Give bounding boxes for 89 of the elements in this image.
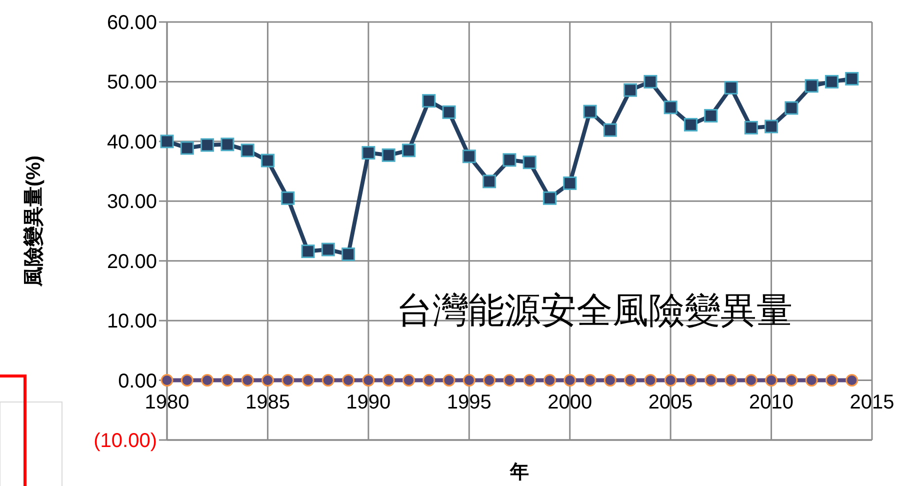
point xyxy=(804,79,818,93)
point xyxy=(322,374,334,387)
point xyxy=(825,374,838,387)
x-tick-label: 1980 xyxy=(144,391,190,414)
point xyxy=(483,374,496,387)
point xyxy=(321,242,335,256)
point xyxy=(180,141,194,155)
point xyxy=(522,156,536,170)
point xyxy=(422,374,436,387)
point xyxy=(362,146,376,160)
point xyxy=(382,374,395,387)
point xyxy=(744,120,758,134)
point xyxy=(624,374,637,387)
x-tick-label: 1995 xyxy=(446,391,492,414)
point xyxy=(785,374,798,387)
x-axis-title: 年 xyxy=(509,462,529,483)
point xyxy=(422,94,436,108)
point xyxy=(604,374,616,387)
point xyxy=(644,74,658,88)
point xyxy=(442,374,456,387)
point xyxy=(805,374,818,387)
point xyxy=(282,374,294,387)
point xyxy=(382,148,396,162)
point xyxy=(503,374,516,387)
x-tick-label: 2000 xyxy=(548,391,592,414)
point xyxy=(200,138,214,152)
point xyxy=(764,120,778,134)
point xyxy=(221,374,234,387)
y-axis-title: 風險變異量(%) xyxy=(22,155,45,288)
x-tick-label: 1985 xyxy=(245,391,290,414)
point xyxy=(160,374,174,387)
point xyxy=(462,150,476,164)
point xyxy=(664,374,677,387)
point xyxy=(704,109,718,122)
point xyxy=(523,374,536,387)
point xyxy=(180,374,194,387)
point xyxy=(482,174,496,188)
point xyxy=(442,105,456,119)
point xyxy=(220,138,234,152)
point xyxy=(240,144,254,158)
y-tick-label: 0.00 xyxy=(118,370,157,392)
point xyxy=(584,374,596,387)
point xyxy=(724,80,738,94)
point xyxy=(342,248,356,262)
point xyxy=(765,374,778,387)
y-tick-label: (10.00) xyxy=(94,430,157,452)
point xyxy=(704,374,718,387)
point xyxy=(302,374,314,387)
y-tick-label: 40.00 xyxy=(106,131,157,154)
point xyxy=(624,83,638,97)
point xyxy=(744,374,758,387)
y-tick-label: 60.00 xyxy=(106,12,157,34)
point xyxy=(824,74,838,88)
point xyxy=(402,144,416,158)
point xyxy=(684,118,698,132)
y-tick-label: 10.00 xyxy=(106,310,157,333)
point xyxy=(260,154,274,168)
point xyxy=(644,374,657,387)
point xyxy=(603,123,617,137)
y-tick-label: 20.00 xyxy=(106,250,157,273)
point xyxy=(241,374,254,387)
point xyxy=(362,374,375,387)
point xyxy=(301,244,315,258)
point xyxy=(281,191,295,205)
annotation: 台灣能源安全風險變異量 xyxy=(396,290,792,332)
point xyxy=(261,374,274,387)
point xyxy=(724,374,738,387)
point xyxy=(543,374,556,387)
point xyxy=(845,72,859,86)
x-tick-label: 2015 xyxy=(850,391,894,414)
point xyxy=(583,104,597,118)
point xyxy=(160,134,174,148)
x-tick-label: 1990 xyxy=(346,391,391,414)
y-tick-label: 50.00 xyxy=(106,72,157,94)
point xyxy=(542,191,556,205)
point xyxy=(402,374,415,387)
y-tick-label: 30.00 xyxy=(106,191,157,214)
point xyxy=(784,101,798,115)
point xyxy=(684,374,697,387)
point xyxy=(462,374,476,387)
point xyxy=(342,374,355,387)
point xyxy=(846,374,858,387)
x-tick-label: 2010 xyxy=(749,391,794,414)
point xyxy=(563,176,577,190)
x-tick-label: 2005 xyxy=(648,391,693,414)
point xyxy=(564,374,576,387)
point xyxy=(664,100,678,114)
point xyxy=(201,374,214,387)
point xyxy=(502,153,516,167)
